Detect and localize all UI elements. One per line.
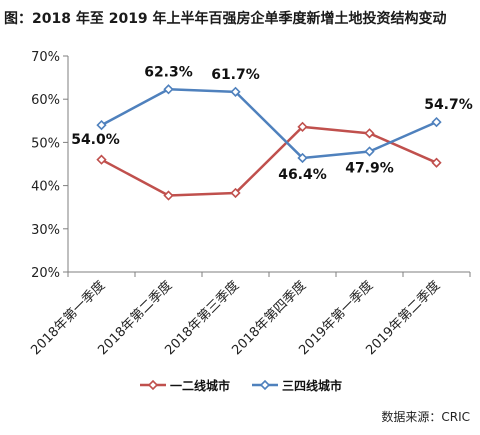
- legend-marker: [147, 379, 159, 391]
- data-point: [364, 128, 375, 139]
- data-point: [431, 157, 442, 168]
- data-label: 61.7%: [211, 67, 260, 83]
- y-tick-label: 40%: [31, 180, 60, 195]
- data-point: [230, 86, 241, 97]
- data-point: [297, 152, 308, 164]
- data-point: [431, 116, 442, 128]
- data-label: 62.3%: [144, 64, 193, 80]
- data-point: [364, 146, 375, 157]
- y-tick-label: 70%: [31, 50, 60, 65]
- legend-label: 三四线城市: [282, 378, 342, 393]
- chart-title: 图：2018 年至 2019 年上半年百强房企单季度新增土地投资结构变动: [4, 11, 447, 27]
- data-label: 54.7%: [424, 97, 473, 113]
- legend-label: 一二线城市: [170, 378, 230, 393]
- data-point: [96, 119, 107, 131]
- legend-marker: [259, 379, 271, 391]
- data-label: 46.4%: [278, 167, 327, 183]
- data-point: [297, 121, 308, 132]
- y-tick-label: 60%: [31, 93, 60, 108]
- data-point: [230, 187, 241, 199]
- data-point: [96, 154, 107, 165]
- data-label: 54.0%: [71, 132, 120, 148]
- source-note: 数据来源：CRIC: [381, 410, 470, 424]
- y-tick-label: 20%: [31, 266, 60, 281]
- series-line-0: [100, 125, 438, 197]
- data-point: [163, 190, 174, 201]
- series-line-1: [100, 88, 438, 160]
- data-label: 47.9%: [345, 160, 394, 176]
- y-tick-label: 30%: [31, 223, 60, 238]
- y-tick-label: 50%: [31, 136, 60, 151]
- data-point: [163, 84, 174, 95]
